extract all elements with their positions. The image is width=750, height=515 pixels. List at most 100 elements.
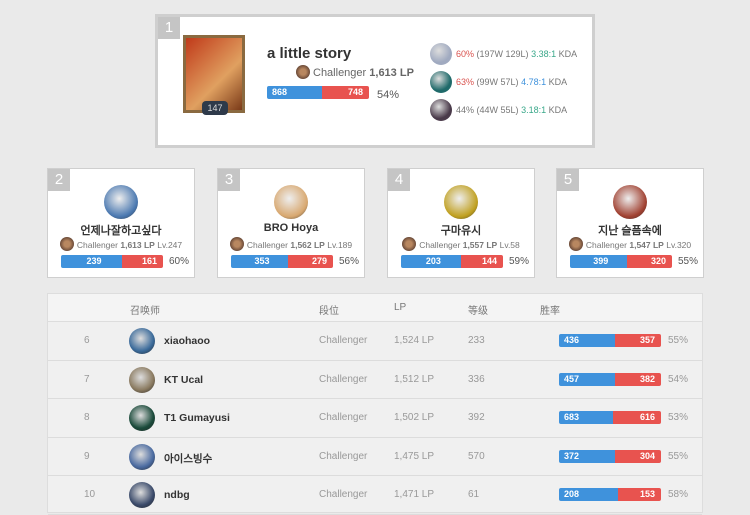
winrate: 56% [339,256,360,267]
winrate: 54% [668,373,689,385]
wins: 457 [559,372,615,386]
rank: 7 [84,373,90,385]
tier-info: Challenger 1,613 LP Lv.247 [48,237,194,251]
level-badge: 147 [202,101,228,115]
winrate: 60% [169,256,190,267]
header-winrate: 胜率 [540,306,560,317]
tier: Challenger [319,335,368,346]
profile-icon [274,185,308,219]
challenger-emblem-icon [568,237,583,251]
player-card[interactable]: 2 언제나잘하고싶다 Challenger 1,613 LP Lv.247 23… [47,168,195,278]
rank-badge: 3 [218,169,240,191]
summoner-name[interactable]: 구마유시 [440,225,482,237]
losses: 304 [615,449,661,463]
summoner-name[interactable]: a little story [267,45,352,62]
lp: 1,547 LP [629,240,664,250]
profile-icon [104,185,138,219]
winrate: 58% [668,489,689,500]
losses: 357 [615,334,661,347]
losses: 748 [321,86,369,99]
summoner-name[interactable]: KT Ucal [164,373,204,386]
champion-icon [430,99,452,121]
champion-winrate: 44% [456,105,475,115]
champion-icon [430,43,452,65]
wins: 353 [231,255,289,268]
level: Lv.58 [499,240,520,250]
winloss-bar: 203 144 [401,255,503,268]
table-row[interactable]: 9 아이스빙수 Challenger 1,475 LP 570 372 304 5… [48,438,702,476]
table-row[interactable]: 10 ndbg Challenger 1,471 LP 61 208 153 58… [48,476,702,515]
summoner-name[interactable]: BRO Hoya [263,222,319,234]
level: Lv.189 [327,240,353,250]
lp: 1,557 LP [462,240,498,250]
summoner-name[interactable]: 지난 슬픔속에 [598,225,662,237]
tier: Challenger [419,240,461,250]
champion-winrate: 63% [456,77,475,87]
profile-icon [129,482,155,508]
profile-icon [183,35,245,113]
rank: 9 [84,450,90,462]
top-player-card[interactable]: 1 147 a little story Challenger 1,613 LP… [155,14,595,148]
winloss-bar: 353 279 [231,255,333,268]
tier: Challenger [585,240,627,250]
profile-icon [129,328,155,354]
kda-label: KDA [548,105,568,115]
tier: Challenger [313,67,367,79]
lp: 1,562 LP [290,240,325,250]
losses: 144 [460,255,503,268]
losses: 382 [614,372,661,386]
wins: 203 [401,255,461,268]
winloss-bar: 208 153 [559,488,661,501]
winrate: 55% [668,450,689,462]
losses: 320 [626,255,672,268]
winrate: 53% [668,412,689,423]
header-lp: LP [394,302,407,313]
table-row[interactable]: 6 xiaohaoo Challenger 1,524 LP 233 436 35… [48,322,702,361]
level: 61 [468,489,480,500]
wins: 868 [267,86,322,99]
winrate: 59% [509,256,530,267]
kda-label: KDA [558,49,578,59]
table-row[interactable]: 7 KT Ucal Challenger 1,512 LP 336 457 382… [48,361,702,399]
level: 233 [468,335,485,346]
player-card[interactable]: 4 구마유시 Challenger 1,557 LP Lv.58 203 144 … [387,168,535,278]
winloss-bar: 436 357 [559,334,661,347]
summoner-name[interactable]: ndbg [164,489,190,501]
champion-record: (44W 55L) [476,105,519,115]
header-summoner: 召唤师 [130,306,160,317]
summoner-name[interactable]: xiaohaoo [164,335,211,347]
most-champion: 63% (99W 57L) 4.78:1 KDA [430,71,567,93]
champion-icon [430,71,452,93]
most-champion: 44% (44W 55L) 3.18:1 KDA [430,99,567,121]
challenger-emblem-icon [402,237,417,251]
tier: Challenger [246,240,288,250]
champion-record: (99W 57L) [476,77,519,87]
player-card[interactable]: 3 BRO Hoya Challenger 1,562 LP Lv.189 35… [217,168,365,278]
winloss-bar: 457 382 [559,372,661,386]
rank: 6 [84,335,90,346]
lp: 1,502 LP [394,412,435,423]
champion-record: (197W 129L) [476,49,529,59]
wins: 239 [61,255,122,268]
champion-kda: 3.38:1 [531,49,557,59]
header-tier: 段位 [319,306,339,317]
wins: 399 [570,255,627,268]
summoner-name[interactable]: 언제나잘하고싶다 [80,225,162,237]
summoner-name[interactable]: T1 Gumayusi [164,412,230,424]
winloss-bar: 683 616 [559,411,661,424]
summoner-name[interactable]: 아이스빙수 [164,452,213,465]
tier: Challenger [319,450,368,462]
table-row[interactable]: 8 T1 Gumayusi Challenger 1,502 LP 392 68… [48,399,702,438]
tier: Challenger [319,412,368,423]
wins: 683 [559,411,613,424]
rank-badge: 2 [48,169,70,191]
player-card[interactable]: 5 지난 슬픔속에 Challenger 1,547 LP Lv.320 399… [556,168,704,278]
header-level: 等级 [468,306,488,317]
winrate: 54% [377,89,400,101]
lp: 1,475 LP [394,450,435,462]
most-champion: 60% (197W 129L) 3.38:1 KDA [430,43,577,65]
lp: 1,613 LP [369,67,414,79]
tier-info: Challenger 1,547 LP Lv.320 [557,237,703,251]
tier: Challenger [76,240,118,250]
rank: 8 [84,412,90,423]
